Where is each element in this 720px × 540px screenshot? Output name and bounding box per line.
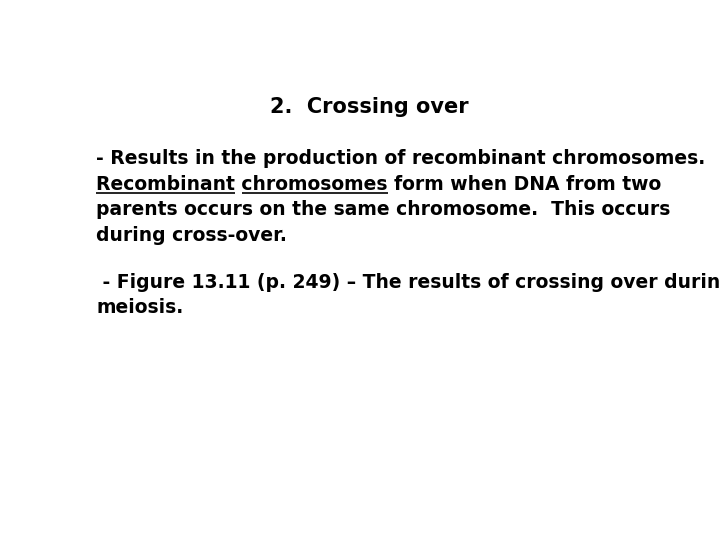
Text: - Figure 13.11 (p. 249) – The results of crossing over during: - Figure 13.11 (p. 249) – The results of… xyxy=(96,273,720,292)
Text: during cross-over.: during cross-over. xyxy=(96,226,287,245)
Text: meiosis.: meiosis. xyxy=(96,298,184,317)
Text: 2.  Crossing over: 2. Crossing over xyxy=(270,97,468,117)
Text: parents occurs on the same chromosome.  This occurs: parents occurs on the same chromosome. T… xyxy=(96,200,670,219)
Text: - Results in the production of recombinant chromosomes.: - Results in the production of recombina… xyxy=(96,150,706,168)
Text: Recombinant chromosomes form when DNA from two: Recombinant chromosomes form when DNA fr… xyxy=(96,175,662,194)
